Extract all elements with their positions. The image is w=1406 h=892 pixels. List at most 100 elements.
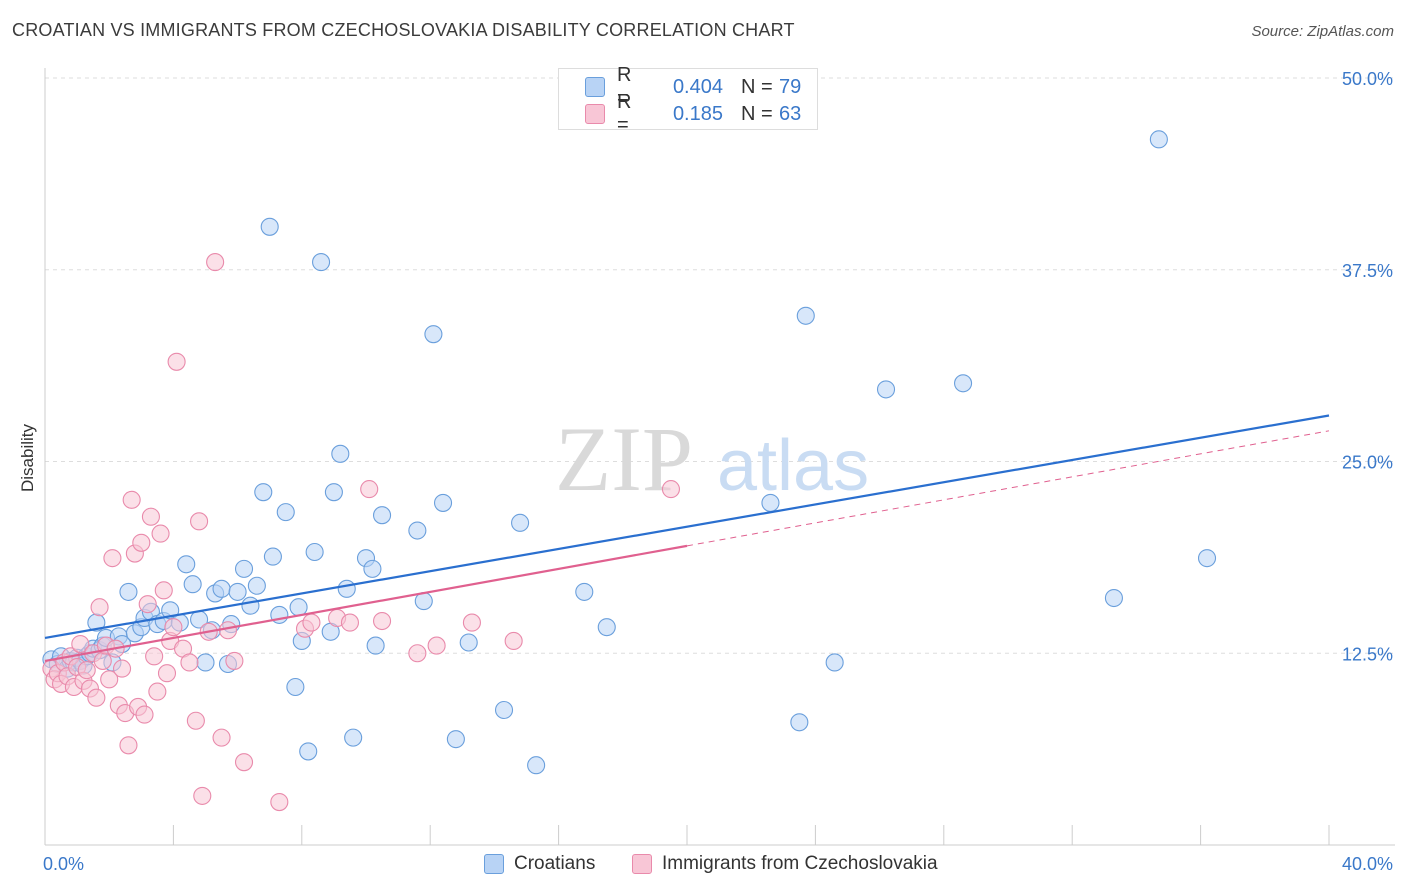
croatian-point	[761, 493, 780, 512]
legend-n-label: N =	[741, 75, 773, 98]
croatian-point	[183, 575, 202, 594]
legend-n-value: 79	[779, 75, 802, 98]
legend-n-value: 63	[779, 102, 802, 125]
immigrant-point	[225, 651, 244, 670]
trend-layer	[44, 414, 1330, 663]
croatian-point	[527, 756, 546, 775]
immigrant-point	[180, 653, 199, 672]
immigrant-point	[408, 644, 427, 663]
croatian-point	[344, 728, 363, 747]
croatian-point	[408, 521, 427, 540]
croatian-point	[234, 559, 254, 578]
immigrant-point	[167, 352, 186, 371]
bottom-legend-immigrants: Immigrants from Czechoslovakia	[632, 852, 938, 876]
croatian-point	[1104, 588, 1123, 608]
croatian-point	[299, 742, 318, 761]
croatian-point	[241, 596, 260, 615]
croatian-point	[331, 444, 350, 463]
immigrant-point	[77, 661, 96, 680]
immigrant-point	[372, 611, 392, 631]
croatian-point	[324, 483, 343, 502]
bottom-legend-swatch-blue	[484, 854, 504, 874]
immigrant-point	[504, 631, 523, 651]
croatian-point	[212, 579, 231, 598]
croatian-point	[446, 730, 465, 749]
croatian-point	[597, 618, 616, 637]
croatian-point	[286, 677, 305, 697]
croatian-point	[228, 582, 247, 601]
watermark: ZIP atlas	[555, 408, 869, 510]
croatian-point	[276, 503, 295, 522]
croatian-point	[289, 598, 308, 617]
immigrant-point	[112, 659, 132, 678]
croatian-point	[263, 547, 282, 566]
immigrant-point	[190, 512, 209, 531]
croatian-point	[177, 555, 196, 574]
croatian-trend-line	[44, 414, 1330, 639]
bottom-legend-label: Croatians	[514, 853, 596, 874]
legend-r-label: R =	[617, 91, 632, 136]
legend-row-immigrants: R = 0.185 N = 63	[585, 91, 802, 136]
immigrant-point	[135, 705, 154, 724]
croatian-point	[366, 636, 385, 655]
y-tick-label: 50.0%	[1342, 69, 1393, 89]
legend-swatch-pink	[585, 104, 605, 124]
croatian-point	[372, 506, 392, 525]
immigrant-point	[151, 524, 170, 543]
source-label: Source: ZipAtlas.com	[1251, 23, 1394, 40]
immigrant-point	[90, 598, 109, 617]
immigrant-point	[270, 792, 289, 812]
bottom-legend-croatians: Croatians	[484, 852, 595, 876]
croatian-point	[459, 633, 478, 652]
bottom-legend-swatch-pink	[632, 854, 652, 874]
croatian-point	[424, 325, 443, 344]
bottom-legend-label: Immigrants from Czechoslovakia	[662, 853, 938, 874]
immigrant-point	[93, 651, 112, 670]
croatian-point	[1149, 130, 1168, 149]
croatian-point	[312, 253, 331, 272]
croatian-point	[260, 217, 279, 236]
croatian-point	[511, 513, 530, 532]
chart-title: CROATIAN VS IMMIGRANTS FROM CZECHOSLOVAK…	[12, 20, 795, 40]
y-tick-label: 25.0%	[1342, 453, 1393, 473]
immigrant-point	[100, 670, 119, 689]
croatian-point	[876, 380, 896, 399]
croatian-point	[494, 700, 514, 720]
immigrant-point	[462, 613, 481, 632]
y-tick-label: 12.5%	[1342, 644, 1393, 664]
y-axis-label: Disability	[18, 423, 37, 492]
immigrant-point	[661, 480, 681, 499]
immigrant-point	[132, 533, 151, 552]
croatian-point	[433, 493, 453, 512]
immigrant-point	[145, 647, 164, 666]
immigrant-point	[164, 618, 183, 637]
immigrant-point	[360, 480, 379, 499]
legend-swatch-blue	[585, 77, 605, 97]
legend-row-croatians: R = 0.404 N = 79	[585, 64, 802, 109]
immigrant-point	[427, 636, 446, 655]
immigrant-trend-extension	[686, 430, 1330, 547]
immigrant-point	[234, 753, 254, 772]
immigrant-point	[193, 786, 212, 805]
immigrant-point	[87, 688, 106, 707]
immigrant-point	[302, 613, 321, 632]
immigrant-point	[148, 682, 167, 701]
croatian-point	[825, 653, 844, 672]
points-layer	[42, 130, 1217, 812]
immigrant-trend-line	[44, 544, 688, 663]
croatian-point	[254, 483, 273, 502]
immigrant-point	[122, 490, 141, 509]
tick-labels: 12.5% 25.0% 37.5% 50.0% 0.0% 40.0%	[43, 69, 1393, 874]
croatian-point	[796, 306, 815, 325]
immigrant-point	[138, 595, 157, 614]
legend-r-value: 0.185	[672, 102, 723, 125]
immigrant-point	[340, 613, 360, 632]
immigrant-point	[71, 634, 90, 654]
immigrant-point	[206, 253, 225, 272]
croatian-point	[247, 576, 266, 595]
croatian-point	[1197, 549, 1217, 568]
croatian-point	[954, 374, 973, 393]
correlation-legend: R = 0.404 N = 79 R = 0.185 N = 63	[558, 64, 818, 136]
x-tick-label: 40.0%	[1342, 854, 1393, 874]
legend-n-label: N =	[741, 102, 773, 125]
